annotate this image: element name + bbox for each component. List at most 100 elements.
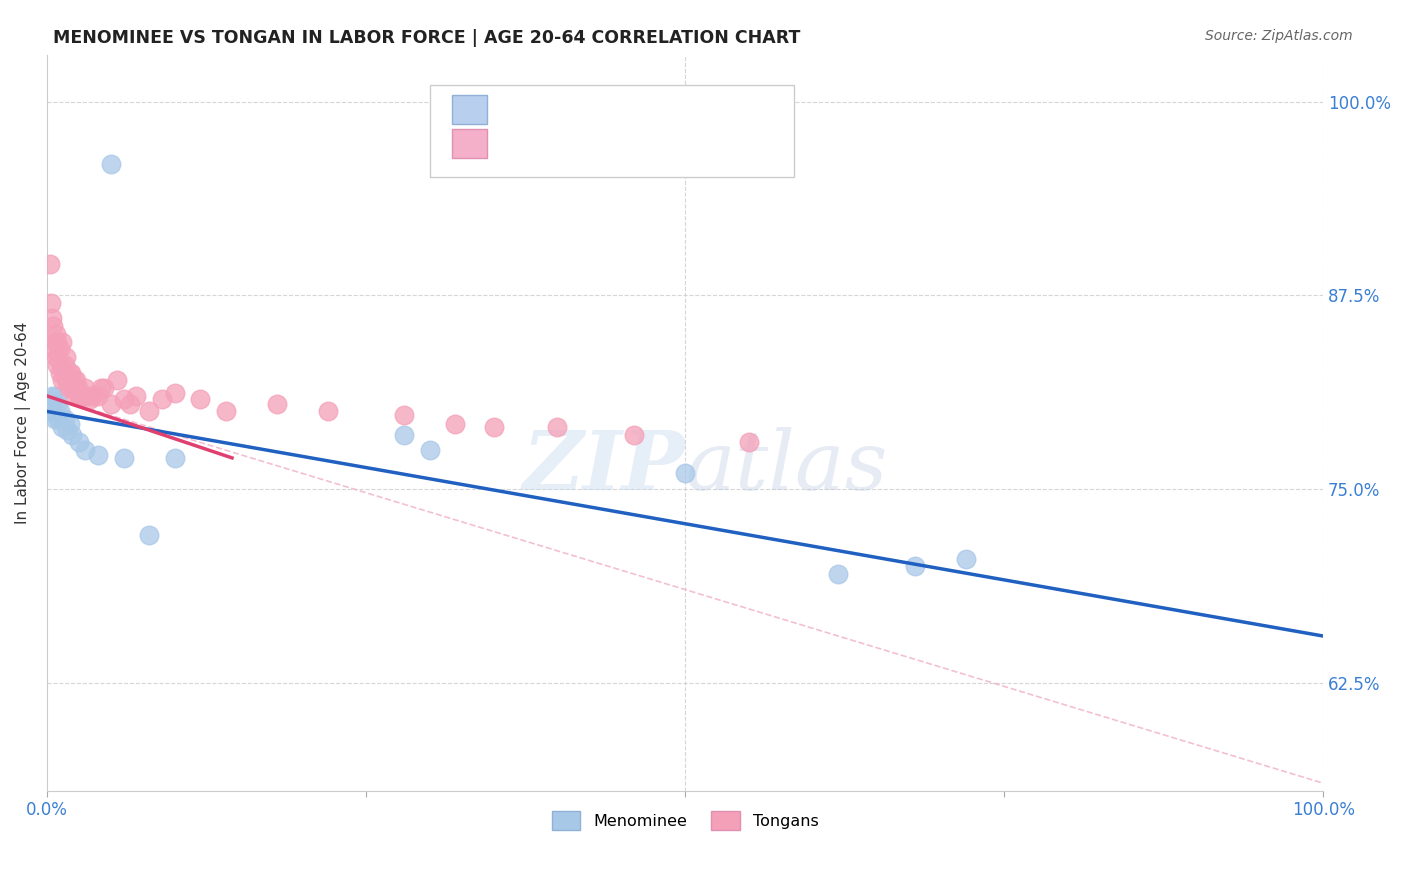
Text: N =: N = [626,138,661,153]
Point [546,420,568,434]
Point [72,389,94,403]
Point [82,389,104,403]
Text: atlas: atlas [685,427,887,508]
Point [112,392,135,406]
Point [67,435,90,450]
Point [51,334,73,349]
Point [75,443,97,458]
Point [38,257,60,271]
Bar [451,95,488,124]
Point [53,412,76,426]
Point [87,448,110,462]
Point [65,374,87,388]
Point [79,392,101,406]
Legend: Menominee, Tongans: Menominee, Tongans [546,805,825,836]
Point [138,528,160,542]
Y-axis label: In Labor Force | Age 20-64: In Labor Force | Age 20-64 [15,322,31,524]
Point [58,381,80,395]
Point [59,417,82,431]
Point [67,389,90,403]
Text: MENOMINEE VS TONGAN IN LABOR FORCE | AGE 20-64 CORRELATION CHART: MENOMINEE VS TONGAN IN LABOR FORCE | AGE… [53,29,801,47]
Point [100,156,122,170]
Point [56,423,79,437]
Point [623,427,645,442]
Point [673,467,696,481]
Text: R =: R = [502,103,537,118]
Point [62,374,84,388]
Point [316,404,339,418]
Point [738,435,761,450]
Point [46,358,69,372]
Text: N =: N = [626,103,661,118]
Point [482,420,505,434]
Point [100,397,122,411]
Point [93,381,115,395]
Point [38,404,60,418]
Point [188,392,211,406]
Point [69,389,91,403]
Point [62,427,84,442]
Point [52,366,75,380]
Point [394,408,416,422]
Point [46,397,69,411]
Point [42,404,65,418]
Point [394,427,416,442]
Point [49,358,72,372]
Point [55,350,77,364]
Point [45,326,67,341]
Point [53,358,76,372]
Point [42,343,65,357]
Point [41,311,63,326]
Point [163,450,186,465]
Point [48,350,70,364]
Point [46,334,69,349]
Text: -0.550: -0.550 [543,103,593,118]
Point [45,350,67,364]
Point [62,381,84,395]
Point [444,417,467,431]
Point [41,389,63,403]
Point [75,381,97,395]
Point [955,551,977,566]
Point [39,296,62,310]
Point [60,366,83,380]
Point [266,397,288,411]
Point [42,319,65,334]
Point [56,374,79,388]
Point [125,389,148,403]
FancyBboxPatch shape [430,85,793,177]
Point [45,389,67,403]
Point [48,366,70,380]
Text: Source: ZipAtlas.com: Source: ZipAtlas.com [1205,29,1353,44]
Point [138,404,160,418]
Point [51,374,73,388]
Point [90,381,112,395]
Point [112,450,135,465]
Text: ZIP: ZIP [523,427,685,508]
Point [66,381,89,395]
Point [118,397,141,411]
Point [827,567,849,582]
Point [48,412,70,426]
Text: R =: R = [502,138,537,153]
Text: 57: 57 [664,138,683,153]
Point [214,404,236,418]
Point [63,389,86,403]
Text: -0.369: -0.369 [543,138,593,153]
Bar [451,129,488,158]
Point [150,392,173,406]
Point [51,420,73,434]
Point [48,343,70,357]
Point [76,389,98,403]
Point [419,443,441,458]
Point [55,374,77,388]
Point [105,374,128,388]
Text: 26: 26 [664,103,683,118]
Point [44,334,66,349]
Point [59,366,82,380]
Point [904,559,927,574]
Point [163,385,186,400]
Point [44,412,66,426]
Point [87,389,110,403]
Point [48,404,70,418]
